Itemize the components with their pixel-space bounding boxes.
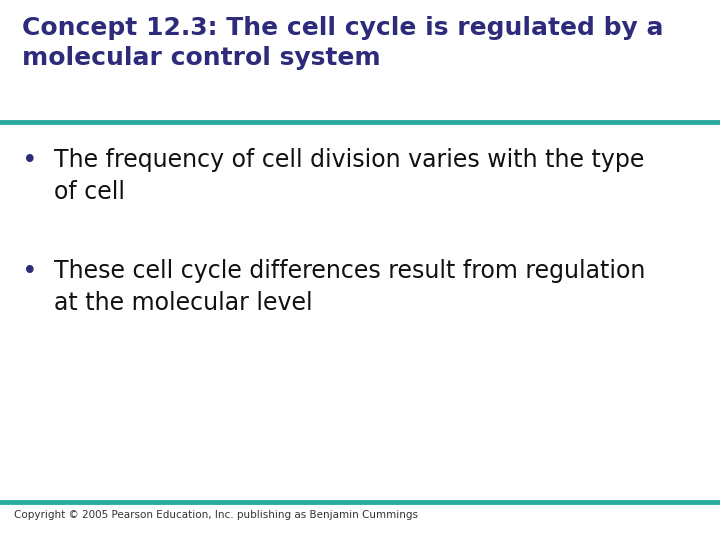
Text: These cell cycle differences result from regulation
at the molecular level: These cell cycle differences result from… (54, 259, 645, 315)
Text: The frequency of cell division varies with the type
of cell: The frequency of cell division varies wi… (54, 148, 644, 204)
Text: •: • (22, 259, 37, 285)
Text: •: • (22, 148, 37, 174)
Text: Concept 12.3: The cell cycle is regulated by a
molecular control system: Concept 12.3: The cell cycle is regulate… (22, 16, 663, 70)
Text: Copyright © 2005 Pearson Education, Inc. publishing as Benjamin Cummings: Copyright © 2005 Pearson Education, Inc.… (14, 510, 418, 521)
